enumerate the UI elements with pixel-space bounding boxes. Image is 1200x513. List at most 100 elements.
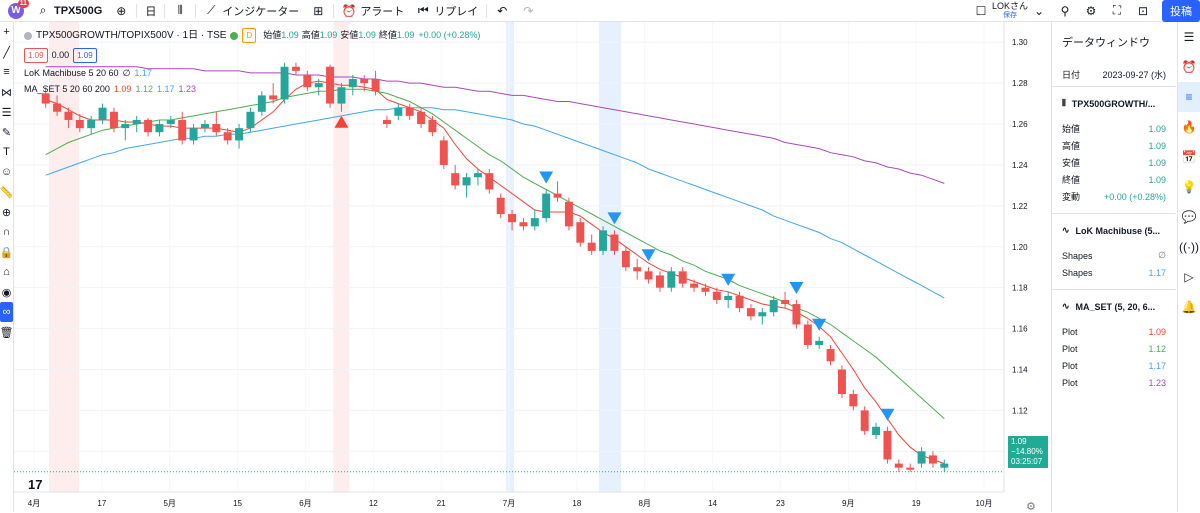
indicator-1-section-header[interactable]: ∿ LoK Machibuse (5...: [1052, 213, 1176, 247]
fib-icon[interactable]: ☰: [1, 106, 12, 119]
divider: [136, 3, 138, 18]
candle-body: [815, 340, 824, 345]
replay-button[interactable]: ⏮ リプレイ: [410, 0, 484, 22]
legend-symbol-row: TPX500GROWTH/TOPIX500V · 1日 · TSE D 始値1.…: [24, 28, 480, 43]
interval-label: 日: [145, 5, 157, 18]
candle-body: [655, 275, 664, 288]
data-row-label: 始値: [1062, 124, 1081, 134]
alerts-icon[interactable]: ⏰: [1181, 60, 1197, 74]
alert-button[interactable]: ⏰ アラート: [336, 0, 410, 22]
sell-price-box[interactable]: 1.09: [24, 48, 48, 63]
emoji-icon[interactable]: ☺: [0, 166, 13, 178]
rewind-icon: ⏮: [417, 3, 429, 17]
data-row: 安値 1.09: [1052, 154, 1176, 171]
axis-settings-icon[interactable]: ⚙: [1026, 501, 1036, 513]
compare-symbol-button[interactable]: ⊕: [108, 0, 134, 22]
calendar-icon[interactable]: 📅: [1181, 150, 1197, 164]
symbol-search-button[interactable]: ⌕ TPX500G: [30, 0, 108, 22]
ideas-icon[interactable]: 💡: [1181, 180, 1197, 194]
candle-body: [701, 287, 710, 292]
candle-body: [121, 124, 130, 129]
trend-line-icon[interactable]: ╱: [3, 46, 10, 59]
layout-save-button[interactable]: ☐ LOKさん 保存 ⌄: [968, 0, 1052, 22]
eye-icon[interactable]: ◉: [1, 286, 12, 299]
chevron-down-icon: ⌄: [1033, 3, 1045, 18]
hotlist-icon[interactable]: 🔥: [1181, 120, 1197, 134]
zoom-in-icon[interactable]: ⊕: [1, 206, 12, 219]
market-status-icon: [230, 31, 239, 40]
trash-icon[interactable]: 🗑: [0, 326, 14, 339]
candle-body: [462, 177, 471, 186]
horizontal-lines-icon[interactable]: ≡: [3, 66, 10, 78]
notifications-icon[interactable]: 🔔: [1181, 300, 1197, 314]
chart-type-button[interactable]: ⫴: [167, 0, 193, 22]
menu-logo-button[interactable]: W 11: [0, 0, 30, 22]
streams-icon[interactable]: ((·)): [1179, 240, 1199, 254]
legend-indicator-2[interactable]: MA_SET 5 20 60 200 1.09 1.12 1.17 1.23: [24, 84, 480, 95]
grid-icon: ⊞: [313, 3, 324, 18]
redo-button[interactable]: ↷: [515, 0, 541, 22]
indicators-button[interactable]: ⟋ インジケーター: [198, 0, 305, 22]
signal-band-blue: [599, 22, 622, 492]
chart-pane[interactable]: 1.30 1.28 1.26 1.24 1.22 1.20 1.18 1.16 1.14 1.12…: [14, 22, 1050, 513]
buy-price-box[interactable]: 1.09: [73, 48, 97, 63]
interval-button[interactable]: 日: [139, 0, 162, 22]
chart-legend: TPX500GROWTH/TOPIX500V · 1日 · TSE D 始値1.…: [24, 28, 480, 100]
candle-body: [496, 197, 505, 215]
settings-button[interactable]: ⚙: [1078, 0, 1104, 22]
candle-body: [633, 267, 642, 272]
ruler-icon[interactable]: 📏: [0, 186, 14, 199]
crosshair-icon[interactable]: +: [3, 26, 10, 38]
layouts-button[interactable]: ⊞: [305, 0, 331, 22]
price-chart[interactable]: 1.30 1.28 1.26 1.24 1.22 1.20 1.18 1.16 1.14 1.12…: [14, 22, 1050, 512]
date-value: 2023-09-27 (水): [1102, 69, 1166, 80]
undo-button[interactable]: ↶: [489, 0, 515, 22]
legend-change: +0.00 (+0.28%): [418, 30, 481, 40]
candle-body: [667, 271, 676, 288]
snapshot-button[interactable]: ⊡: [1130, 0, 1156, 22]
legend-indicator-1[interactable]: LoK Machibuse 5 20 60 ∅ 1.17: [24, 68, 480, 79]
data-row-label: Plot: [1062, 326, 1078, 337]
indicators-label: インジケーター: [222, 5, 300, 18]
candle-body: [928, 455, 937, 464]
publish-button[interactable]: 投稿: [1162, 0, 1200, 22]
delayed-badge[interactable]: D: [242, 28, 257, 43]
watchlist-icon[interactable]: ☰: [1183, 30, 1195, 44]
data-window-icon[interactable]: ≡: [1178, 82, 1200, 112]
legend-title[interactable]: TPX500GROWTH/TOPIX500V · 1日 · TSE: [36, 30, 227, 41]
symbol-section-label: TPX500GROWTH/...: [1071, 98, 1156, 109]
right-widget-bar: ☰ ⏰ ≡ 🔥 📅 💡 💬 ((·)) ▷ 🔔: [1177, 22, 1200, 512]
tv-watermark-logo[interactable]: 17: [28, 477, 43, 492]
data-row-label: Shapes: [1062, 267, 1093, 278]
lock-drawings-icon[interactable]: ⌂: [3, 266, 10, 278]
legend-ohlc-label: 高値: [301, 30, 320, 40]
fullscreen-button[interactable]: ⛶: [1104, 0, 1130, 22]
symbol-section-header[interactable]: ⫴ TPX500GROWTH/...: [1052, 86, 1176, 120]
candle-body: [587, 242, 596, 251]
candle-body: [508, 214, 517, 223]
play-icon[interactable]: ▷: [1184, 270, 1194, 284]
candle-body: [746, 308, 755, 317]
quick-search-button[interactable]: ⚲: [1052, 0, 1078, 22]
brush-icon[interactable]: ✎: [1, 126, 12, 139]
data-row-value: ∅: [1158, 250, 1166, 260]
indicator-2-section-header[interactable]: ∿ MA_SET (5, 20, 6...: [1052, 289, 1176, 323]
chat-icon[interactable]: 💬: [1181, 210, 1197, 224]
magnet-icon[interactable]: ∩: [2, 226, 11, 238]
candle-body: [200, 124, 209, 129]
lock-icon[interactable]: 🔒: [0, 246, 14, 259]
x-tick-label: 10月: [976, 499, 993, 508]
x-tick-label: 14: [708, 499, 717, 508]
symbol-label: TPX500G: [54, 4, 103, 17]
replay-label: リプレイ: [434, 5, 479, 18]
alert-label: アラート: [360, 5, 405, 18]
candle-body: [382, 119, 391, 125]
candle-body: [348, 79, 357, 88]
pattern-icon[interactable]: ⋈: [1, 86, 12, 99]
candle-body: [553, 193, 562, 198]
candle-body: [144, 119, 153, 133]
sell-signal-marker: [607, 212, 622, 225]
link-icon[interactable]: ∞: [0, 302, 13, 322]
candle-body: [269, 95, 278, 100]
text-icon[interactable]: T: [3, 146, 10, 158]
